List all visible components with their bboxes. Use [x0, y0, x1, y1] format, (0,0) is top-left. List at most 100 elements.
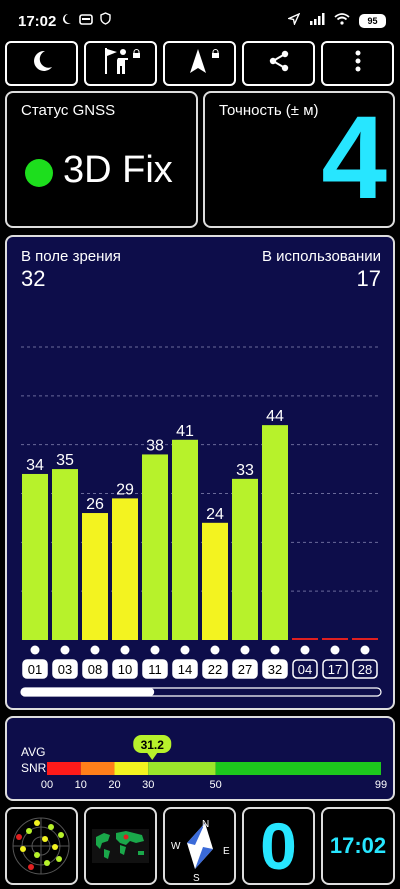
- accuracy-card: Точность (± м) 4: [203, 91, 395, 228]
- avg-pointer: [147, 753, 158, 760]
- status-time: 17:02: [18, 13, 57, 30]
- card-icon: [79, 12, 93, 30]
- prn-box: [262, 659, 288, 679]
- gnss-status-label: Статус GNSS: [21, 102, 116, 119]
- avg-label: AVG: [21, 745, 45, 759]
- share-icon: [267, 49, 291, 78]
- clock-value: 17:02: [329, 833, 387, 858]
- snr-bar: [352, 638, 378, 640]
- snr-bar: [322, 638, 348, 640]
- svg-text:N: N: [202, 819, 209, 830]
- prn-box: [82, 659, 108, 679]
- prn-box: [202, 659, 228, 679]
- prn-label: 22: [208, 662, 222, 677]
- wifi-icon: [334, 12, 350, 30]
- satellite-bar-chart: 34 01 35 03 26 08 29 10 38 11 41 14 24 22 33 27 44 32 04 17…: [20, 346, 382, 697]
- in-view-label: В поле зрения: [21, 248, 121, 265]
- prn-box: [142, 659, 168, 679]
- prn-box: [232, 659, 258, 679]
- compass-tile[interactable]: N E S W: [163, 807, 236, 885]
- satellite-snr-panel[interactable]: В поле зрения 32 В использовании 17 34 01…: [5, 235, 395, 710]
- in-use-label: В использовании: [262, 248, 381, 265]
- navigate-person-button[interactable]: [84, 41, 157, 86]
- clock-tile[interactable]: 17:02: [321, 807, 395, 885]
- snr-segment: [80, 762, 115, 775]
- snr-bar: [262, 425, 288, 640]
- prn-box: [52, 659, 78, 679]
- prn-label: 08: [88, 662, 102, 677]
- snr-bar: [82, 513, 108, 640]
- constellation-dot: [360, 645, 370, 655]
- snr-bar: [52, 469, 78, 640]
- prn-label: 01: [28, 662, 42, 677]
- bar-value-label: 35: [56, 452, 74, 469]
- prn-box: [292, 659, 318, 679]
- bar-value-label: 34: [26, 457, 44, 474]
- constellation-dot: [330, 645, 340, 655]
- bar-value-label: 29: [116, 481, 134, 498]
- constellation-dot: [90, 645, 100, 655]
- in-view-count: 32: [21, 266, 46, 291]
- snr-tick-label: 50: [210, 779, 222, 791]
- status-bar: 17:02 95: [0, 0, 400, 38]
- prn-label: 32: [268, 662, 282, 677]
- speed-value: 0: [260, 809, 297, 883]
- snr-bar: [142, 454, 168, 640]
- snr-segment: [148, 762, 216, 775]
- fix-indicator-dot: [25, 159, 53, 187]
- constellation-dot: [240, 645, 250, 655]
- night-mode-button[interactable]: [5, 41, 78, 86]
- snr-tick-label: 99: [375, 779, 387, 791]
- prn-box: [172, 659, 198, 679]
- svg-text:S: S: [193, 873, 200, 883]
- navigation-arrow-icon: [180, 46, 220, 81]
- snr-bar: [292, 638, 318, 640]
- constellation-dot: [150, 645, 160, 655]
- more-vert-icon: [354, 49, 362, 78]
- svg-text:W: W: [171, 841, 181, 852]
- prn-label: 03: [58, 662, 72, 677]
- person-flag-icon: [101, 46, 141, 81]
- constellation-dot: [300, 645, 310, 655]
- menu-button[interactable]: [321, 41, 394, 86]
- prn-label: 11: [148, 662, 162, 677]
- snr-tick-label: 20: [108, 779, 120, 791]
- constellation-dot: [60, 645, 70, 655]
- prn-box: [112, 659, 138, 679]
- gnss-status-card: Статус GNSS 3D Fix: [5, 91, 198, 228]
- prn-label: 14: [178, 662, 192, 677]
- prn-label: 27: [238, 662, 252, 677]
- snr-bar: [112, 498, 138, 640]
- snr-segment: [47, 762, 81, 775]
- snr-tick-label: 30: [142, 779, 154, 791]
- in-use-count: 17: [356, 266, 381, 291]
- scroll-thumb[interactable]: [21, 688, 155, 696]
- bar-value-label: 26: [86, 496, 104, 513]
- radar-tile[interactable]: [5, 807, 78, 885]
- snr-segment: [114, 762, 149, 775]
- constellation-dot: [120, 645, 130, 655]
- constellation-dot: [180, 645, 190, 655]
- world-map-tile[interactable]: [84, 807, 157, 885]
- prn-box: [322, 659, 348, 679]
- accuracy-label: Точность (± м): [219, 102, 319, 119]
- snr-bar: [232, 478, 258, 640]
- bar-value-label: 38: [146, 437, 164, 454]
- gnss-status-value: 3D Fix: [63, 149, 173, 191]
- share-button[interactable]: [242, 41, 315, 86]
- bar-value-label: 24: [206, 506, 224, 523]
- avg-badge: [133, 735, 172, 753]
- moon-icon: [29, 48, 55, 79]
- radar-icon: [12, 817, 70, 875]
- prn-label: 10: [118, 662, 132, 677]
- battery-icon: 95: [359, 14, 386, 28]
- compass-arrow-button[interactable]: [163, 41, 236, 86]
- snr-tick-label: 00: [41, 779, 53, 791]
- avg-snr-card: AVG SNR 00 10 20 30 50 99 31.2: [5, 716, 395, 801]
- snr-scale: AVG SNR 00 10 20 30 50 99 31.2: [21, 735, 387, 791]
- moon-icon: [60, 12, 72, 30]
- shield-icon: [100, 12, 111, 30]
- bar-value-label: 33: [236, 462, 254, 479]
- speed-tile[interactable]: 0: [242, 807, 315, 885]
- constellation-dot: [210, 645, 220, 655]
